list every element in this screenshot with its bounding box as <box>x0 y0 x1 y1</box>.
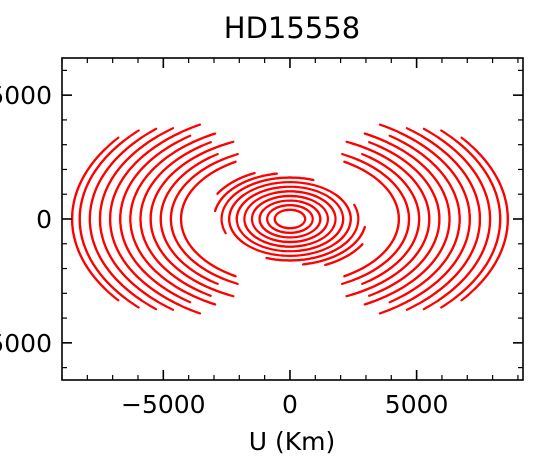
uv-track-conjugate <box>139 144 212 297</box>
uv-track <box>378 123 471 306</box>
uv-track-conjugate <box>78 139 140 309</box>
y-tick-label: −5000 <box>0 329 52 358</box>
uv-track <box>265 238 351 262</box>
y-tick-label: 5000 <box>0 81 52 110</box>
uv-track <box>302 225 366 266</box>
x-tick-label: −5000 <box>121 390 206 419</box>
uv-track-conjugate <box>216 172 256 195</box>
uv-track <box>388 134 461 297</box>
uv-track <box>460 136 509 291</box>
uv-track-conjugate <box>88 136 158 311</box>
uv-track <box>440 129 502 299</box>
plot-frame <box>61 57 524 381</box>
uv-track <box>345 140 431 296</box>
uv-track-conjugate <box>235 185 345 252</box>
tick-labels: −5000 0 5000 5000 0 −5000 <box>0 81 448 419</box>
uv-track <box>405 127 481 303</box>
uv-track-conjugate <box>98 135 175 311</box>
uv-track-conjugate <box>228 194 352 258</box>
uv-track-conjugate <box>273 208 307 230</box>
uv-track <box>179 160 237 278</box>
uv-track-conjugate <box>214 172 278 213</box>
uv-track <box>343 160 401 278</box>
uv-track-conjugate <box>243 190 337 248</box>
x-tick-label: 5000 <box>385 390 449 419</box>
uv-track-conjugate <box>229 176 315 200</box>
uv-track <box>324 243 364 266</box>
x-axis-label: U (Km) <box>249 427 336 456</box>
uv-track-conjugate <box>70 147 120 302</box>
uv-track <box>361 153 421 282</box>
uv-track-conjugate <box>129 132 217 306</box>
uv-tracks <box>70 123 509 315</box>
uv-track-conjugate <box>271 204 314 234</box>
chart-title: HD15558 <box>224 11 360 45</box>
axis-ticks <box>61 58 523 380</box>
uv-track-conjugate <box>169 158 239 285</box>
uv-track-conjugate <box>159 156 219 285</box>
uv-track-conjugate <box>253 194 329 244</box>
uv-track-conjugate <box>179 160 237 278</box>
uv-track <box>341 153 411 280</box>
uv-track-conjugate <box>119 141 192 304</box>
x-tick-label: 0 <box>282 390 298 419</box>
uv-track <box>422 127 492 302</box>
uv-track <box>368 141 441 294</box>
uv-track-conjugate <box>258 200 322 239</box>
uv-track-conjugate <box>343 160 401 278</box>
uv-track <box>363 132 451 306</box>
uv-track <box>129 132 217 306</box>
y-tick-label: 0 <box>36 205 52 234</box>
uv-track-conjugate <box>363 132 451 306</box>
uv-track-conjugate <box>108 132 202 315</box>
uv-track-conjugate <box>149 142 235 298</box>
